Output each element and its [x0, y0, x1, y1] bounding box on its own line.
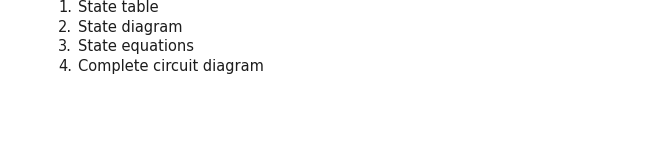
Text: 4.: 4. [58, 59, 72, 74]
Text: 2.: 2. [58, 20, 72, 35]
Text: State diagram: State diagram [77, 20, 182, 35]
Text: 1.: 1. [58, 0, 72, 15]
Text: Complete circuit diagram: Complete circuit diagram [77, 59, 264, 74]
Text: State table: State table [77, 0, 158, 15]
Text: 3.: 3. [58, 39, 72, 54]
Text: State equations: State equations [77, 39, 194, 54]
